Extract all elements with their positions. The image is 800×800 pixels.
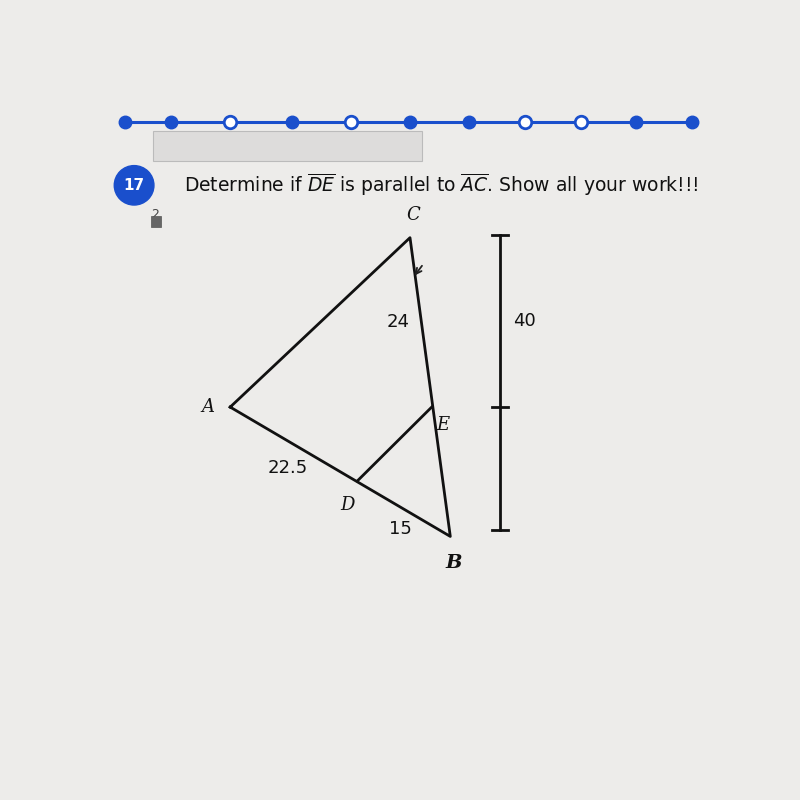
Text: A: A xyxy=(202,398,214,416)
Text: E: E xyxy=(437,416,450,434)
Text: 15: 15 xyxy=(390,520,412,538)
Text: D: D xyxy=(340,496,354,514)
Text: 2: 2 xyxy=(151,208,158,221)
Bar xyxy=(151,216,161,227)
Text: 22.5: 22.5 xyxy=(267,459,308,478)
Circle shape xyxy=(114,166,154,205)
Text: B: B xyxy=(445,554,462,572)
Text: Determine if $\overline{DE}$ is parallel to $\overline{AC}$. Show all your work!: Determine if $\overline{DE}$ is parallel… xyxy=(184,171,698,198)
Bar xyxy=(153,131,422,161)
Text: C: C xyxy=(406,206,420,224)
Text: 40: 40 xyxy=(514,312,536,330)
Text: 17: 17 xyxy=(123,178,145,193)
Text: 24: 24 xyxy=(386,314,410,331)
